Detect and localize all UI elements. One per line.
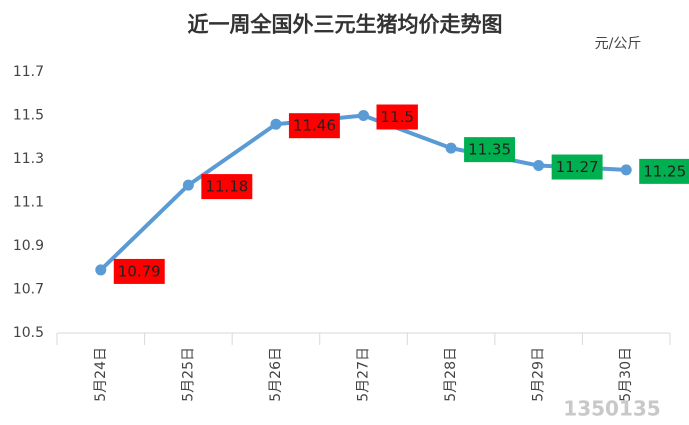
data-label: 11.18 [201, 174, 253, 200]
chart-title: 近一周全国外三元生猪均价走势图 [188, 12, 503, 37]
point [445, 142, 457, 154]
y-tick-label: 10.9 [13, 238, 44, 254]
data-label: 11.27 [551, 154, 603, 180]
y-tick-label: 10.5 [13, 325, 44, 341]
watermark: 1350135 [563, 397, 660, 421]
x-tick-label: 5月30日 [618, 347, 634, 402]
data-label-box [464, 137, 516, 163]
data-label: 11.5 [376, 104, 418, 130]
data-label-box [201, 174, 253, 200]
line [99, 113, 627, 272]
data-label-text: 11.5 [381, 108, 414, 126]
y-tick-label: 10.7 [13, 282, 44, 298]
y-tick-label: 11.5 [13, 108, 44, 124]
point [95, 264, 107, 276]
x-tick-label: 5月24日 [93, 347, 109, 402]
data-label-text: 11.27 [556, 158, 599, 176]
x-tick-label: 5月27日 [356, 347, 372, 402]
x-tick-label: 5月28日 [443, 347, 459, 402]
y-tick-label: 11.1 [13, 195, 44, 211]
data-label-box [551, 154, 603, 180]
y-tick-label: 11.3 [13, 151, 44, 167]
data-label-box [113, 258, 165, 284]
data-label-text: 11.18 [205, 178, 248, 196]
data-label: 11.35 [464, 137, 516, 163]
data-label-text: 11.46 [293, 117, 336, 135]
data-label-box [639, 158, 689, 184]
data-label: 10.79 [113, 258, 165, 284]
x-tick-label: 5月29日 [531, 347, 547, 402]
data-label-box [376, 104, 418, 130]
y-tick-label: 11.7 [13, 64, 44, 80]
x-tick-label: 5月25日 [180, 347, 196, 402]
point [533, 160, 545, 172]
data-label-text: 11.25 [643, 162, 686, 180]
data-label-text: 10.79 [118, 262, 161, 280]
point [620, 164, 632, 176]
unit-label: 元/公斤 [595, 36, 642, 52]
point [270, 118, 282, 130]
data-label-text: 11.35 [468, 141, 511, 159]
data-label: 11.46 [288, 113, 340, 139]
data-label-box [288, 113, 340, 139]
point [182, 179, 194, 191]
data-label: 11.25 [639, 158, 689, 184]
point [358, 110, 369, 121]
x-tick-label: 5月26日 [268, 347, 284, 402]
